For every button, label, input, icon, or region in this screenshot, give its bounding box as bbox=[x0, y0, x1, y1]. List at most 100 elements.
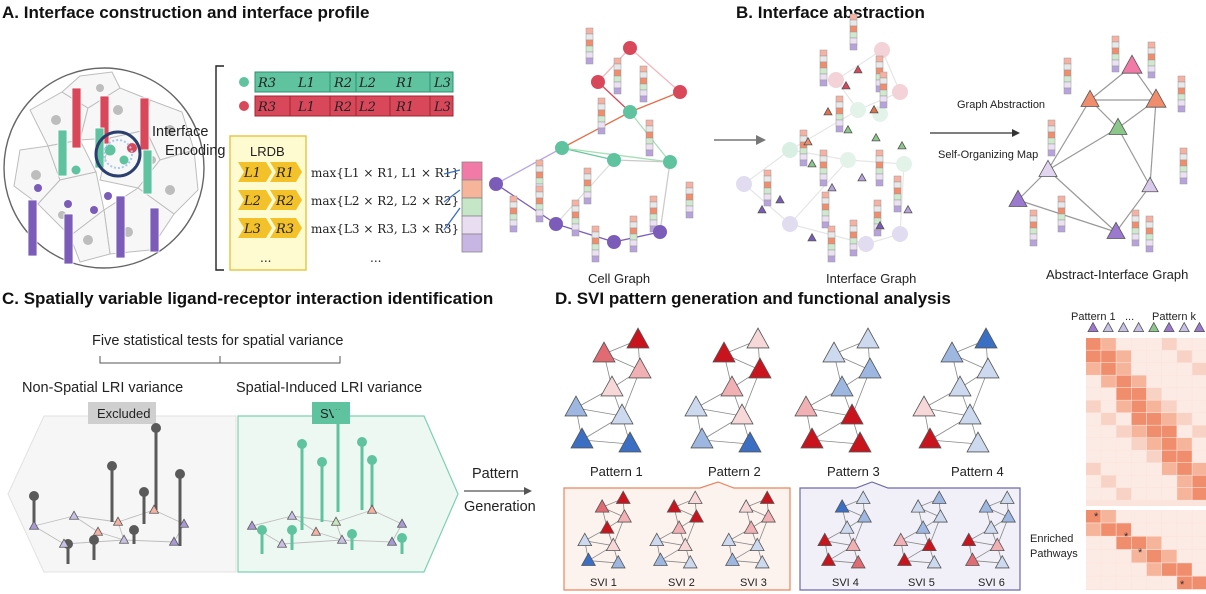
pattern-triangle bbox=[615, 490, 631, 504]
heatmap-cell bbox=[1101, 563, 1116, 576]
heatmap-cell bbox=[1086, 463, 1101, 475]
profile-segment bbox=[591, 243, 600, 251]
pin-triangle bbox=[112, 516, 124, 526]
red-bar-label: R2 bbox=[333, 100, 352, 115]
abstract-triangle bbox=[1145, 88, 1167, 108]
profile-segment bbox=[821, 209, 830, 217]
pattern-triangle bbox=[721, 532, 737, 547]
graph-edge bbox=[117, 509, 155, 523]
profile-segment bbox=[535, 185, 544, 193]
heatmap-cell bbox=[1086, 475, 1101, 488]
interface-triangle bbox=[897, 140, 907, 150]
heatmap-cell bbox=[1101, 388, 1116, 400]
profile-segment bbox=[849, 43, 858, 51]
profile-segment bbox=[591, 231, 600, 239]
heatmap-cell bbox=[1101, 450, 1116, 463]
profile-segment bbox=[1145, 221, 1154, 229]
pattern-triangle bbox=[628, 357, 652, 379]
significance-star: * bbox=[1124, 531, 1129, 543]
green-bar-label: R3 bbox=[257, 76, 276, 91]
graph-edge bbox=[371, 509, 403, 525]
heatmap-cell bbox=[1146, 413, 1162, 425]
heatmap-cell bbox=[1177, 375, 1192, 388]
profile-segment bbox=[1111, 47, 1120, 55]
pin-head bbox=[333, 409, 343, 419]
profile-segment bbox=[645, 119, 654, 127]
cell-node bbox=[591, 75, 605, 89]
profile-segment bbox=[585, 51, 594, 59]
heatmap-cell bbox=[1177, 363, 1192, 375]
heatmap-cell bbox=[1101, 549, 1116, 563]
heatmap-column-marker bbox=[1102, 321, 1114, 333]
heatmap-cell bbox=[1146, 463, 1162, 475]
pattern-label: Pattern 4 bbox=[951, 464, 1004, 479]
cell-node bbox=[607, 153, 621, 167]
profile-segment bbox=[649, 207, 658, 215]
heatmap-cell bbox=[1177, 523, 1192, 536]
profile-segment bbox=[585, 27, 594, 35]
heatmap-cell bbox=[1146, 475, 1162, 488]
profile-segment bbox=[1111, 41, 1120, 49]
pattern-triangle bbox=[855, 490, 871, 504]
formula-row: max{L3 × R3, L3 × R3} bbox=[311, 222, 459, 236]
pattern-triangle bbox=[738, 431, 762, 453]
pin-triangle bbox=[28, 520, 40, 530]
pattern-triangle bbox=[610, 403, 634, 425]
profile-segment bbox=[799, 153, 808, 161]
profile-segment bbox=[879, 77, 888, 85]
profile-segment bbox=[1111, 53, 1120, 61]
green-profile-bar bbox=[239, 71, 454, 93]
profile-segment bbox=[893, 181, 902, 189]
profile-segment bbox=[835, 113, 844, 121]
pattern-triangle bbox=[687, 490, 703, 504]
pattern-triangle bbox=[671, 520, 687, 534]
profile-segment bbox=[873, 205, 882, 213]
graph-edge bbox=[495, 183, 557, 225]
graph-edge bbox=[1017, 199, 1117, 233]
pattern-triangle bbox=[912, 395, 936, 417]
profile-segment bbox=[583, 191, 592, 199]
heatmap-cell bbox=[1116, 388, 1131, 400]
profile-segment bbox=[873, 211, 882, 219]
pattern-triangle bbox=[616, 508, 632, 523]
profile-segment bbox=[1057, 207, 1066, 215]
excluded-badge bbox=[88, 402, 156, 424]
cell-node-faded bbox=[736, 176, 752, 192]
graph-edge bbox=[835, 49, 883, 81]
lrdb-box: LRDB L1 R1 L2 R2 L3 R3 ... bbox=[229, 135, 307, 271]
heatmap-cell bbox=[1192, 510, 1206, 523]
profile-segment bbox=[583, 167, 592, 175]
pattern-triangle bbox=[994, 554, 1010, 569]
profile-segment bbox=[1029, 233, 1038, 241]
profile-segment bbox=[875, 55, 884, 63]
heatmap-cell bbox=[1177, 438, 1192, 450]
profile-segment bbox=[535, 203, 544, 211]
profile-segment bbox=[821, 197, 830, 205]
pattern-triangle bbox=[738, 499, 754, 513]
profile-segment bbox=[639, 71, 648, 79]
profile-segment bbox=[1057, 201, 1066, 209]
heatmap-cell bbox=[1101, 438, 1116, 450]
pattern-triangle bbox=[580, 552, 596, 566]
formula-row: max{L2 × R2, L2 × R2} bbox=[311, 194, 459, 208]
profile-segment bbox=[597, 97, 606, 105]
profile-segment bbox=[571, 205, 580, 213]
profile-segment bbox=[1145, 215, 1154, 223]
pin-head bbox=[367, 455, 377, 465]
heatmap-cell bbox=[1146, 450, 1162, 463]
heatmap-cell bbox=[1177, 576, 1192, 590]
profile-segment bbox=[585, 45, 594, 53]
heatmap-cell bbox=[1101, 523, 1116, 536]
heatmap-cell bbox=[1162, 375, 1177, 388]
profile-segment bbox=[893, 199, 902, 207]
pattern-triangle bbox=[931, 490, 947, 504]
heatmap-cell bbox=[1146, 438, 1162, 450]
heatmap-cell bbox=[1131, 536, 1147, 550]
excluded-label: Excluded bbox=[97, 406, 150, 421]
svi-label: SVI 3 bbox=[740, 577, 767, 589]
profile-segment bbox=[849, 231, 858, 239]
heatmap-cell bbox=[1086, 450, 1101, 463]
pattern-triangle bbox=[848, 431, 872, 453]
profile-segment bbox=[763, 193, 772, 201]
abstract-graph-label: Abstract-Interface Graph bbox=[1046, 267, 1188, 282]
